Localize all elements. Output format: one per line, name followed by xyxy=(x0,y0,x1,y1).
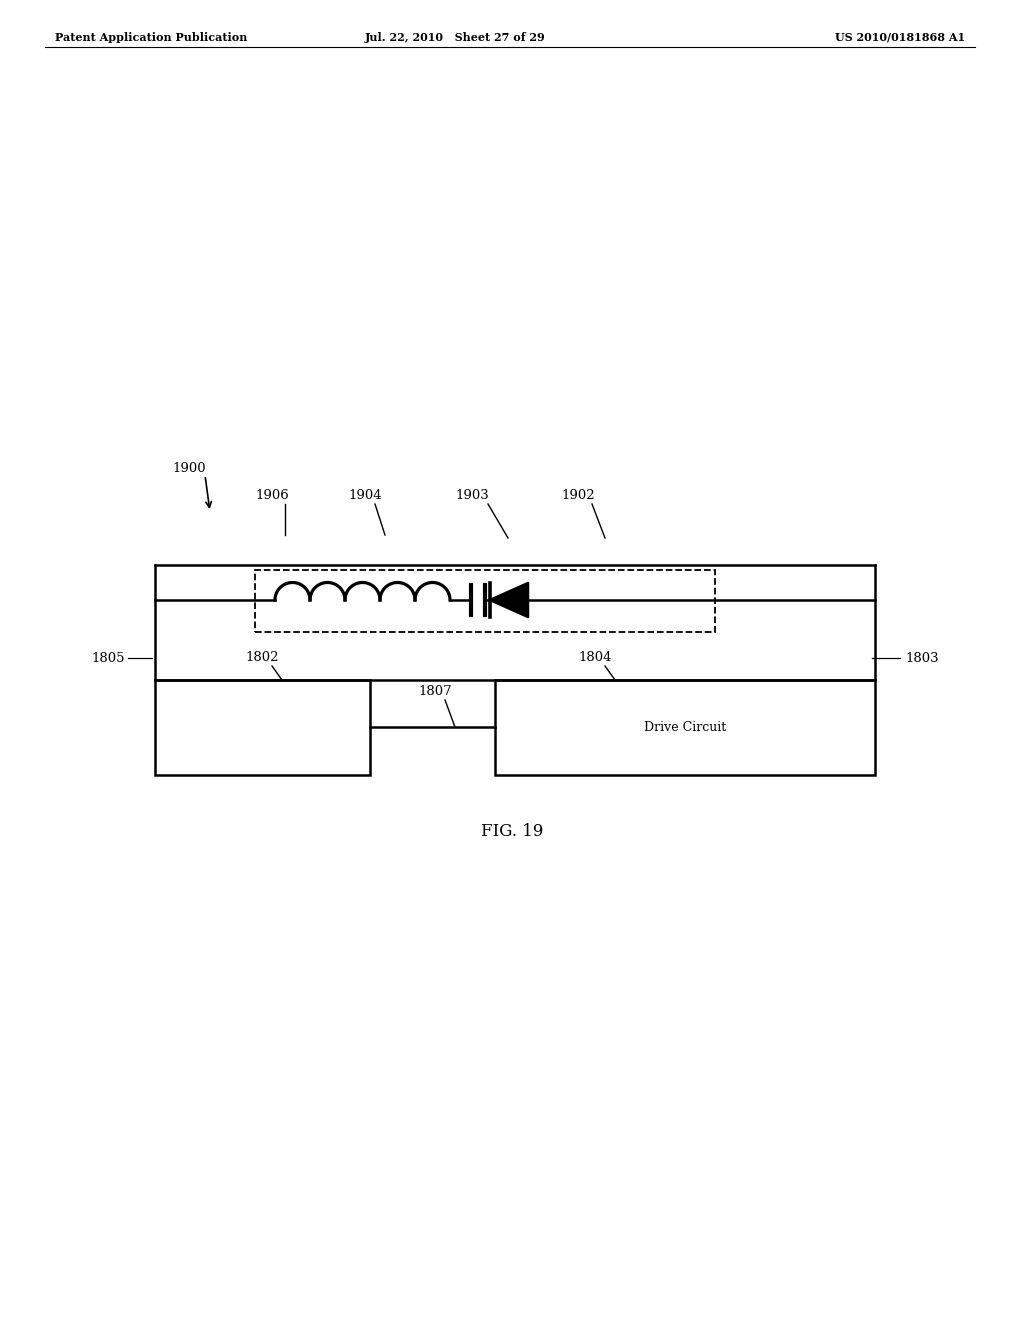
Text: 1902: 1902 xyxy=(561,488,595,502)
Text: Patent Application Publication: Patent Application Publication xyxy=(55,32,248,44)
Bar xyxy=(495,680,874,775)
Text: 1906: 1906 xyxy=(255,488,289,502)
Polygon shape xyxy=(490,583,528,616)
Text: FIG. 19: FIG. 19 xyxy=(481,824,543,841)
Text: 1803: 1803 xyxy=(905,652,939,664)
Text: 1903: 1903 xyxy=(455,488,488,502)
Text: US 2010/0181868 A1: US 2010/0181868 A1 xyxy=(835,32,965,44)
Bar xyxy=(155,680,370,775)
Text: 1802: 1802 xyxy=(246,651,279,664)
Bar xyxy=(255,570,715,632)
Text: Jul. 22, 2010   Sheet 27 of 29: Jul. 22, 2010 Sheet 27 of 29 xyxy=(365,32,546,44)
Text: 1804: 1804 xyxy=(579,651,611,664)
Text: Drive Circuit: Drive Circuit xyxy=(644,721,726,734)
Text: 1805: 1805 xyxy=(91,652,125,664)
Text: 1807: 1807 xyxy=(418,685,452,698)
Text: 1900: 1900 xyxy=(172,462,206,474)
Text: 1904: 1904 xyxy=(348,488,382,502)
